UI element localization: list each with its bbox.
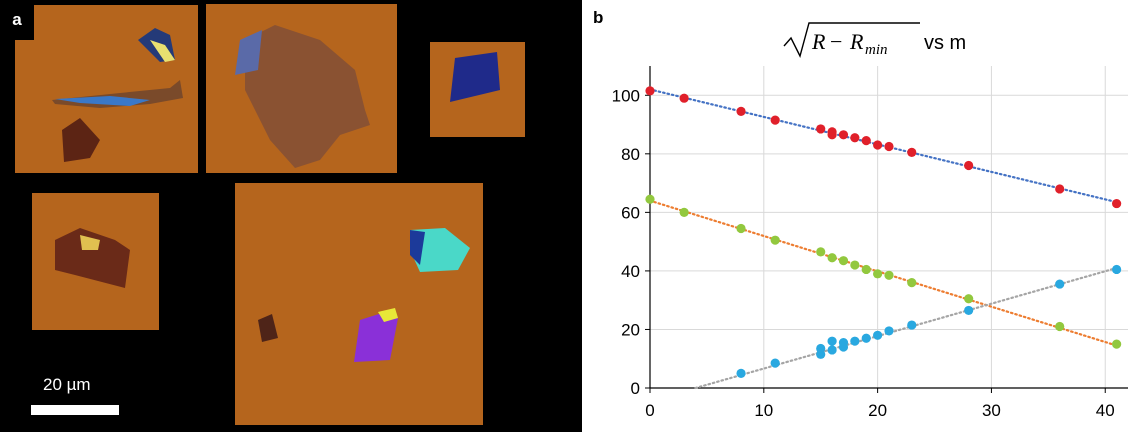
data-point xyxy=(907,278,917,288)
data-point xyxy=(1055,279,1065,289)
data-point xyxy=(838,130,849,140)
y-tick-label: 0 xyxy=(631,379,640,398)
data-point xyxy=(850,336,860,346)
title-suffix: vs m xyxy=(924,32,966,54)
flake xyxy=(80,235,100,250)
flake xyxy=(235,30,262,75)
data-point xyxy=(679,93,689,103)
axes xyxy=(645,66,1128,393)
flake xyxy=(258,314,278,342)
trendline xyxy=(694,266,1118,390)
data-point xyxy=(827,130,837,140)
tick-labels: 0 10 20 30 40 0 20 40 60 80 100 xyxy=(612,86,1115,420)
y-tick-label: 60 xyxy=(621,203,640,222)
flake xyxy=(450,52,500,102)
data-point xyxy=(736,223,746,234)
title-subscript-min: min xyxy=(865,42,888,58)
flake xyxy=(410,230,425,265)
flake xyxy=(62,118,100,162)
flake xyxy=(378,308,398,322)
data-point xyxy=(645,86,655,96)
data-point xyxy=(873,330,883,340)
x-tick-label: 20 xyxy=(868,401,887,420)
scale-bar xyxy=(31,405,119,415)
data-point xyxy=(1112,264,1122,275)
data-point xyxy=(850,133,860,143)
flake xyxy=(55,96,150,106)
data-point xyxy=(884,326,894,336)
data-point xyxy=(884,141,894,152)
data-point xyxy=(645,194,655,204)
data-point xyxy=(736,368,746,378)
x-tick-label: 10 xyxy=(754,401,773,420)
trendline xyxy=(648,88,1118,204)
data-point xyxy=(873,140,883,150)
data-point xyxy=(827,345,837,355)
trendlines xyxy=(648,88,1118,390)
data-point xyxy=(827,253,837,263)
x-tick-label: 30 xyxy=(982,401,1001,420)
x-tick-label: 0 xyxy=(645,401,654,420)
data-point xyxy=(861,333,871,343)
microscope-image-panel: a 20 µm xyxy=(0,0,582,432)
data-point xyxy=(736,106,746,116)
panel-label-a: a xyxy=(0,0,34,40)
data-point xyxy=(770,358,780,368)
scatter-chart: 0 10 20 30 40 0 20 40 60 80 100 R − R min vs m xyxy=(612,22,1128,420)
data-point xyxy=(1112,339,1122,349)
data-point xyxy=(838,338,849,348)
data-point xyxy=(679,207,689,217)
data-points xyxy=(645,86,1122,378)
title-r2: R xyxy=(849,29,864,54)
data-point xyxy=(816,247,826,257)
flake xyxy=(410,228,470,272)
data-point xyxy=(964,294,974,304)
data-point xyxy=(838,256,849,266)
title-r: R xyxy=(811,29,826,54)
data-point xyxy=(964,305,974,316)
micrograph-tiles xyxy=(15,4,525,425)
grid xyxy=(649,66,1128,389)
data-point xyxy=(816,124,826,134)
title-minus: − xyxy=(830,29,842,54)
trendline xyxy=(648,199,1118,347)
scale-bar-label: 20 µm xyxy=(43,375,91,394)
y-tick-label: 20 xyxy=(621,320,640,339)
data-point xyxy=(907,320,917,330)
data-point xyxy=(850,260,860,270)
data-point xyxy=(884,270,894,280)
data-point xyxy=(1112,198,1122,209)
data-point xyxy=(907,147,917,157)
x-tick-label: 40 xyxy=(1096,401,1115,420)
chart-title: R − R min vs m xyxy=(783,22,966,58)
data-point xyxy=(1055,184,1065,194)
panel-label-b: b xyxy=(593,8,604,27)
flake xyxy=(245,25,370,168)
data-point xyxy=(861,264,871,275)
data-point xyxy=(861,136,871,146)
data-point xyxy=(827,336,837,346)
y-tick-label: 100 xyxy=(612,86,640,105)
data-point xyxy=(770,115,780,125)
flake xyxy=(55,228,130,288)
data-point xyxy=(873,269,883,279)
data-point xyxy=(770,235,780,245)
y-tick-label: 40 xyxy=(621,262,640,281)
data-point xyxy=(964,160,974,171)
flake xyxy=(354,312,398,362)
flake xyxy=(150,40,175,62)
y-tick-label: 80 xyxy=(621,145,640,164)
data-point xyxy=(816,343,826,354)
data-point xyxy=(1055,321,1065,332)
